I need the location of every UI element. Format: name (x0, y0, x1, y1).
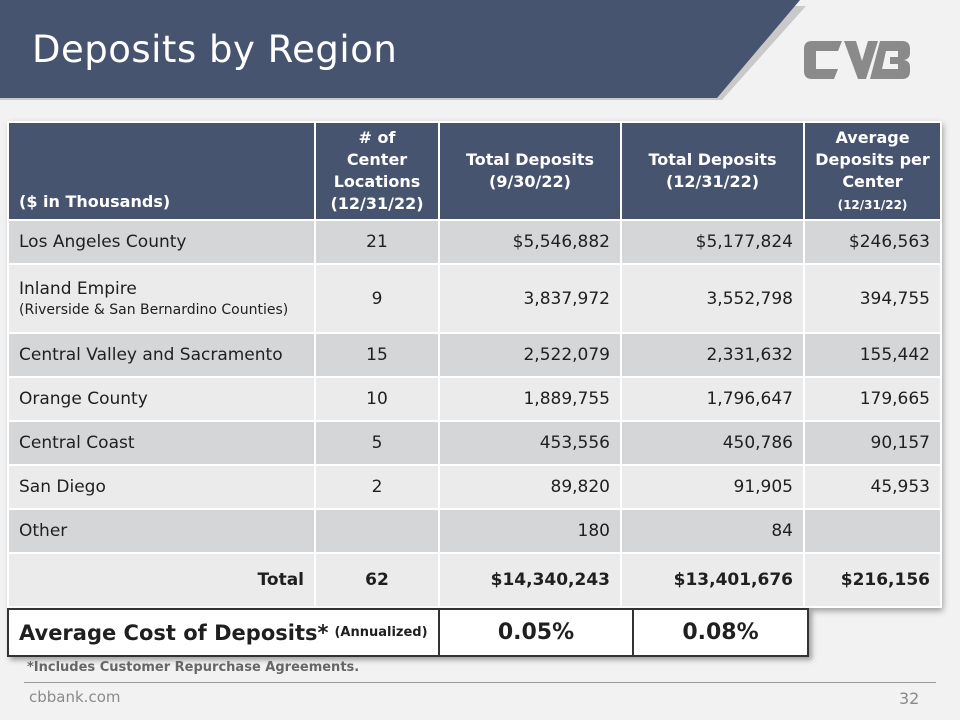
cost-label-text: Average Cost of Deposits* (19, 620, 329, 645)
deposits-dec: $5,177,824 (620, 219, 805, 265)
cost-value-dec: 0.08% (682, 620, 759, 645)
total-centers: 62 (314, 552, 440, 608)
deposits-sep: 3,837,972 (438, 263, 622, 334)
footnote: *Includes Customer Repurchase Agreements… (27, 660, 360, 675)
table-header-row: ($ in Thousands) # of Center Locations (… (7, 121, 942, 221)
table-row: Central Valley and Sacramento 15 2,522,0… (7, 332, 942, 378)
deposits-table: ($ in Thousands) # of Center Locations (… (7, 121, 942, 608)
region-name: Central Valley and Sacramento (7, 332, 316, 378)
deposits-sep: 453,556 (438, 420, 622, 466)
region-name: San Diego (7, 464, 316, 510)
total-deposits-dec: $13,401,676 (620, 552, 805, 608)
deposits-dec: 2,331,632 (620, 332, 805, 378)
region-subtitle: (Riverside & San Bernardino Counties) (19, 301, 289, 318)
table-row: Orange County 10 1,889,755 1,796,647 179… (7, 376, 942, 422)
region-name: Orange County (7, 376, 316, 422)
deposits-sep: 2,522,079 (438, 332, 622, 378)
total-row: Total 62 $14,340,243 $13,401,676 $216,15… (7, 552, 942, 608)
cost-of-deposits-box: Average Cost of Deposits* (Annualized) 0… (7, 608, 809, 657)
cost-value-sep: 0.05% (440, 610, 634, 655)
avg-deposits: 155,442 (803, 332, 942, 378)
region-name-label: Inland Empire (19, 278, 137, 299)
deposits-sep: 180 (438, 508, 622, 554)
column-header-deposits-dec: Total Deposits (12/31/22) (620, 121, 805, 221)
center-count: 5 (314, 420, 440, 466)
deposits-sep: $5,546,882 (438, 219, 622, 265)
deposits-sep: 89,820 (438, 464, 622, 510)
center-count: 21 (314, 219, 440, 265)
table-row: Other 180 84 (7, 508, 942, 554)
column-header-avg-label: Average Deposits per Center (815, 127, 930, 191)
region-name: Los Angeles County (7, 219, 316, 265)
table-row: Los Angeles County 21 $5,546,882 $5,177,… (7, 219, 942, 265)
deposits-dec: 91,905 (620, 464, 805, 510)
center-count: 15 (314, 332, 440, 378)
deposits-dec: 1,796,647 (620, 376, 805, 422)
column-header-avg-deposits: Average Deposits per Center (12/31/22) (803, 121, 942, 221)
column-header-deposits-sep: Total Deposits (9/30/22) (438, 121, 622, 221)
column-header-avg-note: (12/31/22) (837, 197, 908, 212)
footer-divider (24, 682, 936, 683)
page-title: Deposits by Region (32, 28, 398, 71)
table-row: Central Coast 5 453,556 450,786 90,157 (7, 420, 942, 466)
avg-deposits: 394,755 (803, 263, 942, 334)
avg-deposits (803, 508, 942, 554)
cost-of-deposits-label: Average Cost of Deposits* (Annualized) (9, 610, 440, 655)
footer-website: cbbank.com (29, 688, 121, 706)
avg-deposits: 45,953 (803, 464, 942, 510)
table-row: San Diego 2 89,820 91,905 45,953 (7, 464, 942, 510)
deposits-sep: 1,889,755 (438, 376, 622, 422)
total-avg-deposits: $216,156 (803, 552, 942, 608)
page-number: 32 (899, 689, 920, 708)
column-header-region: ($ in Thousands) (7, 121, 316, 221)
deposits-dec: 450,786 (620, 420, 805, 466)
center-count (314, 508, 440, 554)
avg-deposits: 90,157 (803, 420, 942, 466)
avg-deposits: $246,563 (803, 219, 942, 265)
center-count: 10 (314, 376, 440, 422)
deposits-dec: 3,552,798 (620, 263, 805, 334)
avg-deposits: 179,665 (803, 376, 942, 422)
cost-label-note: (Annualized) (334, 625, 428, 640)
region-name: Inland Empire (Riverside & San Bernardin… (7, 263, 316, 334)
center-count: 2 (314, 464, 440, 510)
cvb-logo-icon (804, 41, 910, 79)
total-label: Total (7, 552, 316, 608)
title-banner (0, 0, 800, 98)
table-row: Inland Empire (Riverside & San Bernardin… (7, 263, 942, 334)
total-deposits-sep: $14,340,243 (438, 552, 622, 608)
deposits-dec: 84 (620, 508, 805, 554)
column-header-centers: # of Center Locations (12/31/22) (314, 121, 440, 221)
region-name: Central Coast (7, 420, 316, 466)
region-name: Other (7, 508, 316, 554)
center-count: 9 (314, 263, 440, 334)
